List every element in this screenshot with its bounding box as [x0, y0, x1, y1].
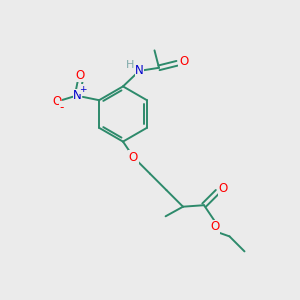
Text: -: -: [59, 101, 64, 114]
Text: O: O: [76, 69, 85, 82]
Text: +: +: [79, 85, 86, 94]
Text: H: H: [126, 60, 135, 70]
Text: O: O: [211, 220, 220, 233]
Text: N: N: [135, 64, 144, 77]
Text: N: N: [73, 89, 82, 102]
Text: O: O: [129, 151, 138, 164]
Text: O: O: [52, 94, 62, 108]
Text: O: O: [218, 182, 227, 195]
Text: O: O: [179, 55, 188, 68]
